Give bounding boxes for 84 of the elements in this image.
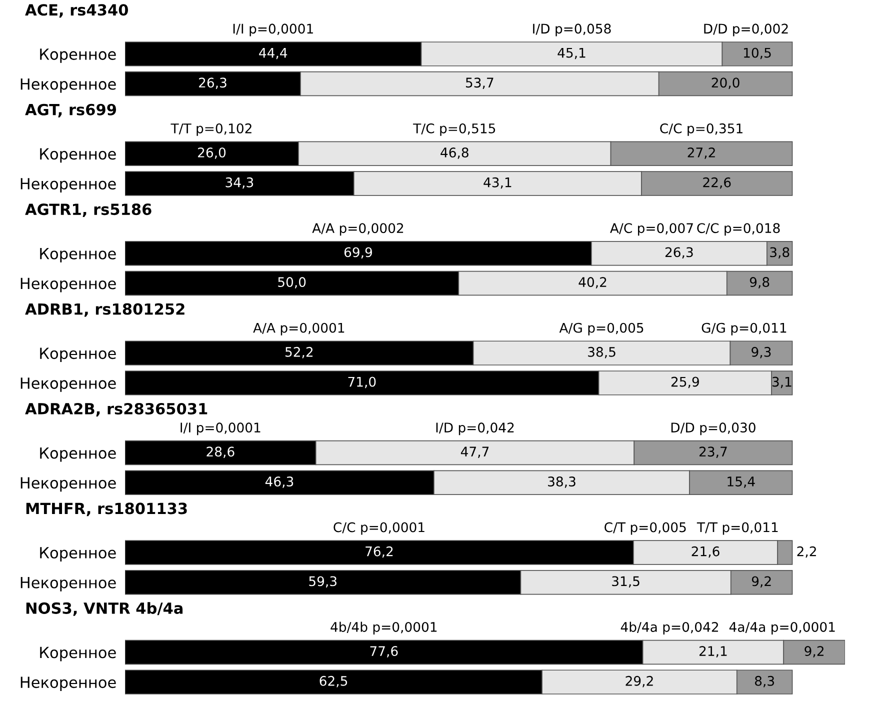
y-tick-label: Некоренное <box>20 477 116 492</box>
data-label: 23,7 <box>699 446 727 458</box>
data-label: 50,0 <box>278 277 306 288</box>
data-label: 25,9 <box>671 376 699 388</box>
series-label: I/I p=0,0001 <box>233 24 313 36</box>
y-tick-label: Коренное <box>40 348 116 362</box>
data-label: 20,0 <box>712 78 740 89</box>
data-label: 3,1 <box>772 376 792 388</box>
series-label: C/T p=0,005 <box>604 522 686 535</box>
data-label: 15,4 <box>728 476 755 488</box>
data-label: 26,0 <box>198 147 226 159</box>
data-label: 34,3 <box>226 177 254 189</box>
y-tick-label: Некоренное <box>20 78 116 93</box>
chart-title: MTHFR, rs1801133 <box>26 502 187 516</box>
data-label: 27,2 <box>688 147 715 159</box>
data-label: 38,3 <box>548 476 576 488</box>
series-label: 4b/4a p=0,042 <box>620 622 718 635</box>
y-tick-label: Коренное <box>40 547 116 562</box>
data-label: 44,4 <box>259 48 288 60</box>
series-label: A/A p=0,0002 <box>312 223 404 236</box>
data-label: 9,3 <box>752 346 771 358</box>
series-label: T/T p=0,011 <box>696 522 778 535</box>
data-label: 43,1 <box>484 177 512 189</box>
chart-title: AGTR1, rs5186 <box>25 204 152 218</box>
data-label: 69,9 <box>344 247 372 259</box>
chart-title: ADRB1, rs1801252 <box>25 303 184 317</box>
chart-title: NOS3, VNTR 4b/4a <box>26 602 183 616</box>
chart-title: AGT, rs699 <box>25 104 116 118</box>
series-label: G/G p=0,011 <box>702 322 786 336</box>
data-label: 21,6 <box>692 546 720 558</box>
series-label: C/C p=0,0001 <box>334 522 424 535</box>
data-label: 46,3 <box>265 476 294 488</box>
data-label: 21,1 <box>699 646 727 658</box>
data-label: 8,3 <box>754 676 774 688</box>
series-label: C/C p=0,018 <box>697 223 780 236</box>
series-label: A/G p=0,005 <box>559 322 644 336</box>
data-label: 71,0 <box>348 376 376 388</box>
data-label: 28,6 <box>206 446 234 458</box>
data-label: 62,5 <box>320 676 348 688</box>
data-label: 9,8 <box>750 277 770 288</box>
data-label: 2,2 <box>797 546 816 558</box>
data-label: 76,2 <box>366 546 393 558</box>
data-label: 59,3 <box>309 576 336 588</box>
y-tick-label: Некоренное <box>20 278 116 292</box>
data-label: 45,1 <box>558 48 586 60</box>
y-tick-label: Коренное <box>40 447 116 462</box>
y-tick-label: Коренное <box>40 646 116 662</box>
series-label: 4b/4b p=0,0001 <box>330 622 437 635</box>
data-label: 40,2 <box>578 277 606 288</box>
data-label: 26,3 <box>665 247 693 259</box>
data-label: 77,6 <box>370 646 398 658</box>
chart-title: ACE, rs4340 <box>25 4 128 18</box>
series-label: 4a/4a p=0,0001 <box>729 622 835 635</box>
data-label: 10,5 <box>744 48 771 60</box>
data-label: 3,8 <box>770 247 790 259</box>
series-label: I/I p=0,0001 <box>180 422 260 436</box>
y-tick-label: Некоренное <box>20 378 116 392</box>
data-label: 26,3 <box>199 78 226 89</box>
y-tick-label: Некоренное <box>20 676 116 692</box>
data-label: 53,7 <box>466 78 494 89</box>
data-label: 9,2 <box>752 576 771 588</box>
series-label: T/C p=0,515 <box>413 123 496 136</box>
y-tick-label: Коренное <box>40 48 116 63</box>
data-label: 9,2 <box>804 646 824 658</box>
series-label: D/D p=0,002 <box>704 24 788 36</box>
series-label: I/D p=0,042 <box>436 422 514 436</box>
data-label: 38,5 <box>588 346 616 358</box>
series-label: T/T p=0,102 <box>170 123 252 136</box>
data-label: 47,7 <box>460 446 489 458</box>
y-tick-label: Некоренное <box>20 178 116 192</box>
y-tick-label: Коренное <box>40 148 116 163</box>
series-label: C/C p=0,351 <box>660 123 742 136</box>
data-label: 22,6 <box>703 177 731 189</box>
chart-title: ADRA2B, rs28365031 <box>25 402 208 416</box>
series-label: A/A p=0,0001 <box>253 322 344 336</box>
data-label: 46,8 <box>440 147 468 159</box>
data-label: 31,5 <box>612 576 640 588</box>
data-label: 29,2 <box>626 676 653 688</box>
series-label: D/D p=0,030 <box>671 422 756 436</box>
y-tick-label: Коренное <box>40 248 116 262</box>
series-label: A/C p=0,007 <box>610 223 693 236</box>
data-label: 52,2 <box>285 346 313 358</box>
y-tick-label: Некоренное <box>20 577 116 592</box>
series-label: I/D p=0,058 <box>533 24 611 36</box>
